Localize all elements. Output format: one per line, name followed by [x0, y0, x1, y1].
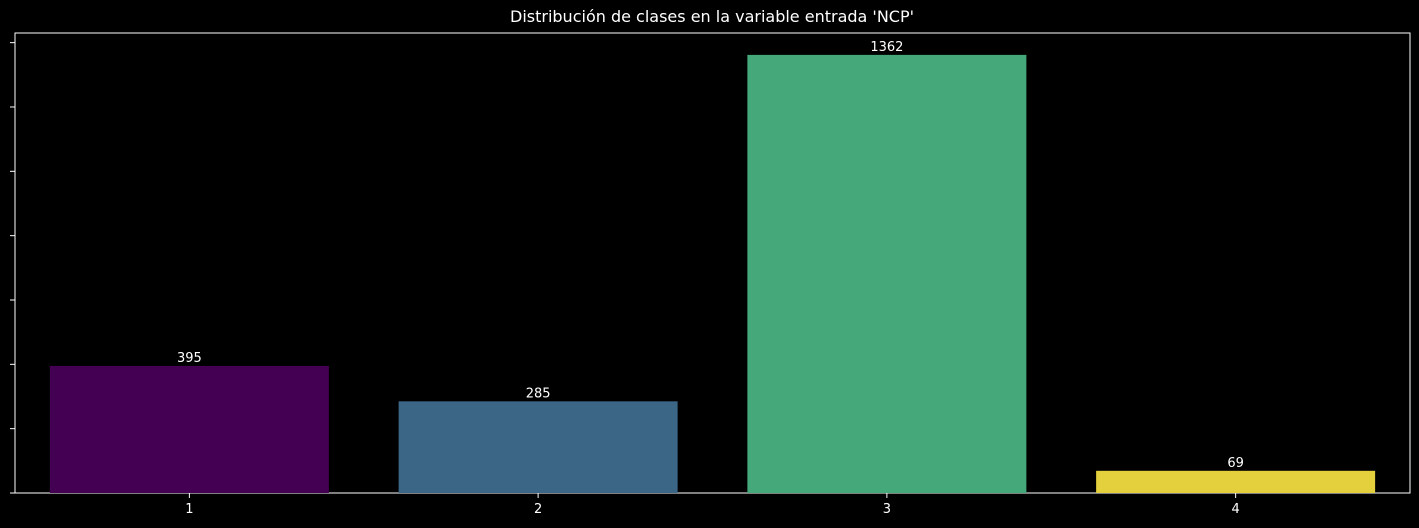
data-label-3: 1362 — [870, 40, 903, 55]
plot-frame — [14, 32, 1411, 494]
bar-3 — [747, 54, 1027, 494]
x-tick-label-2: 2 — [534, 502, 542, 517]
bar-1 — [49, 365, 329, 493]
x-tick-label-4: 4 — [1231, 502, 1239, 517]
data-label-4: 69 — [1227, 456, 1244, 471]
chart-title: Distribución de clases en la variable en… — [510, 7, 914, 26]
bar-4 — [1096, 470, 1376, 493]
plot-area: 395 1 285 2 1362 3 69 4 — [10, 32, 1411, 517]
x-tick-label-1: 1 — [185, 502, 193, 517]
data-label-2: 285 — [526, 386, 551, 401]
x-tick-label-3: 3 — [883, 502, 891, 517]
bar-2 — [398, 401, 678, 493]
data-label-1: 395 — [177, 351, 202, 366]
